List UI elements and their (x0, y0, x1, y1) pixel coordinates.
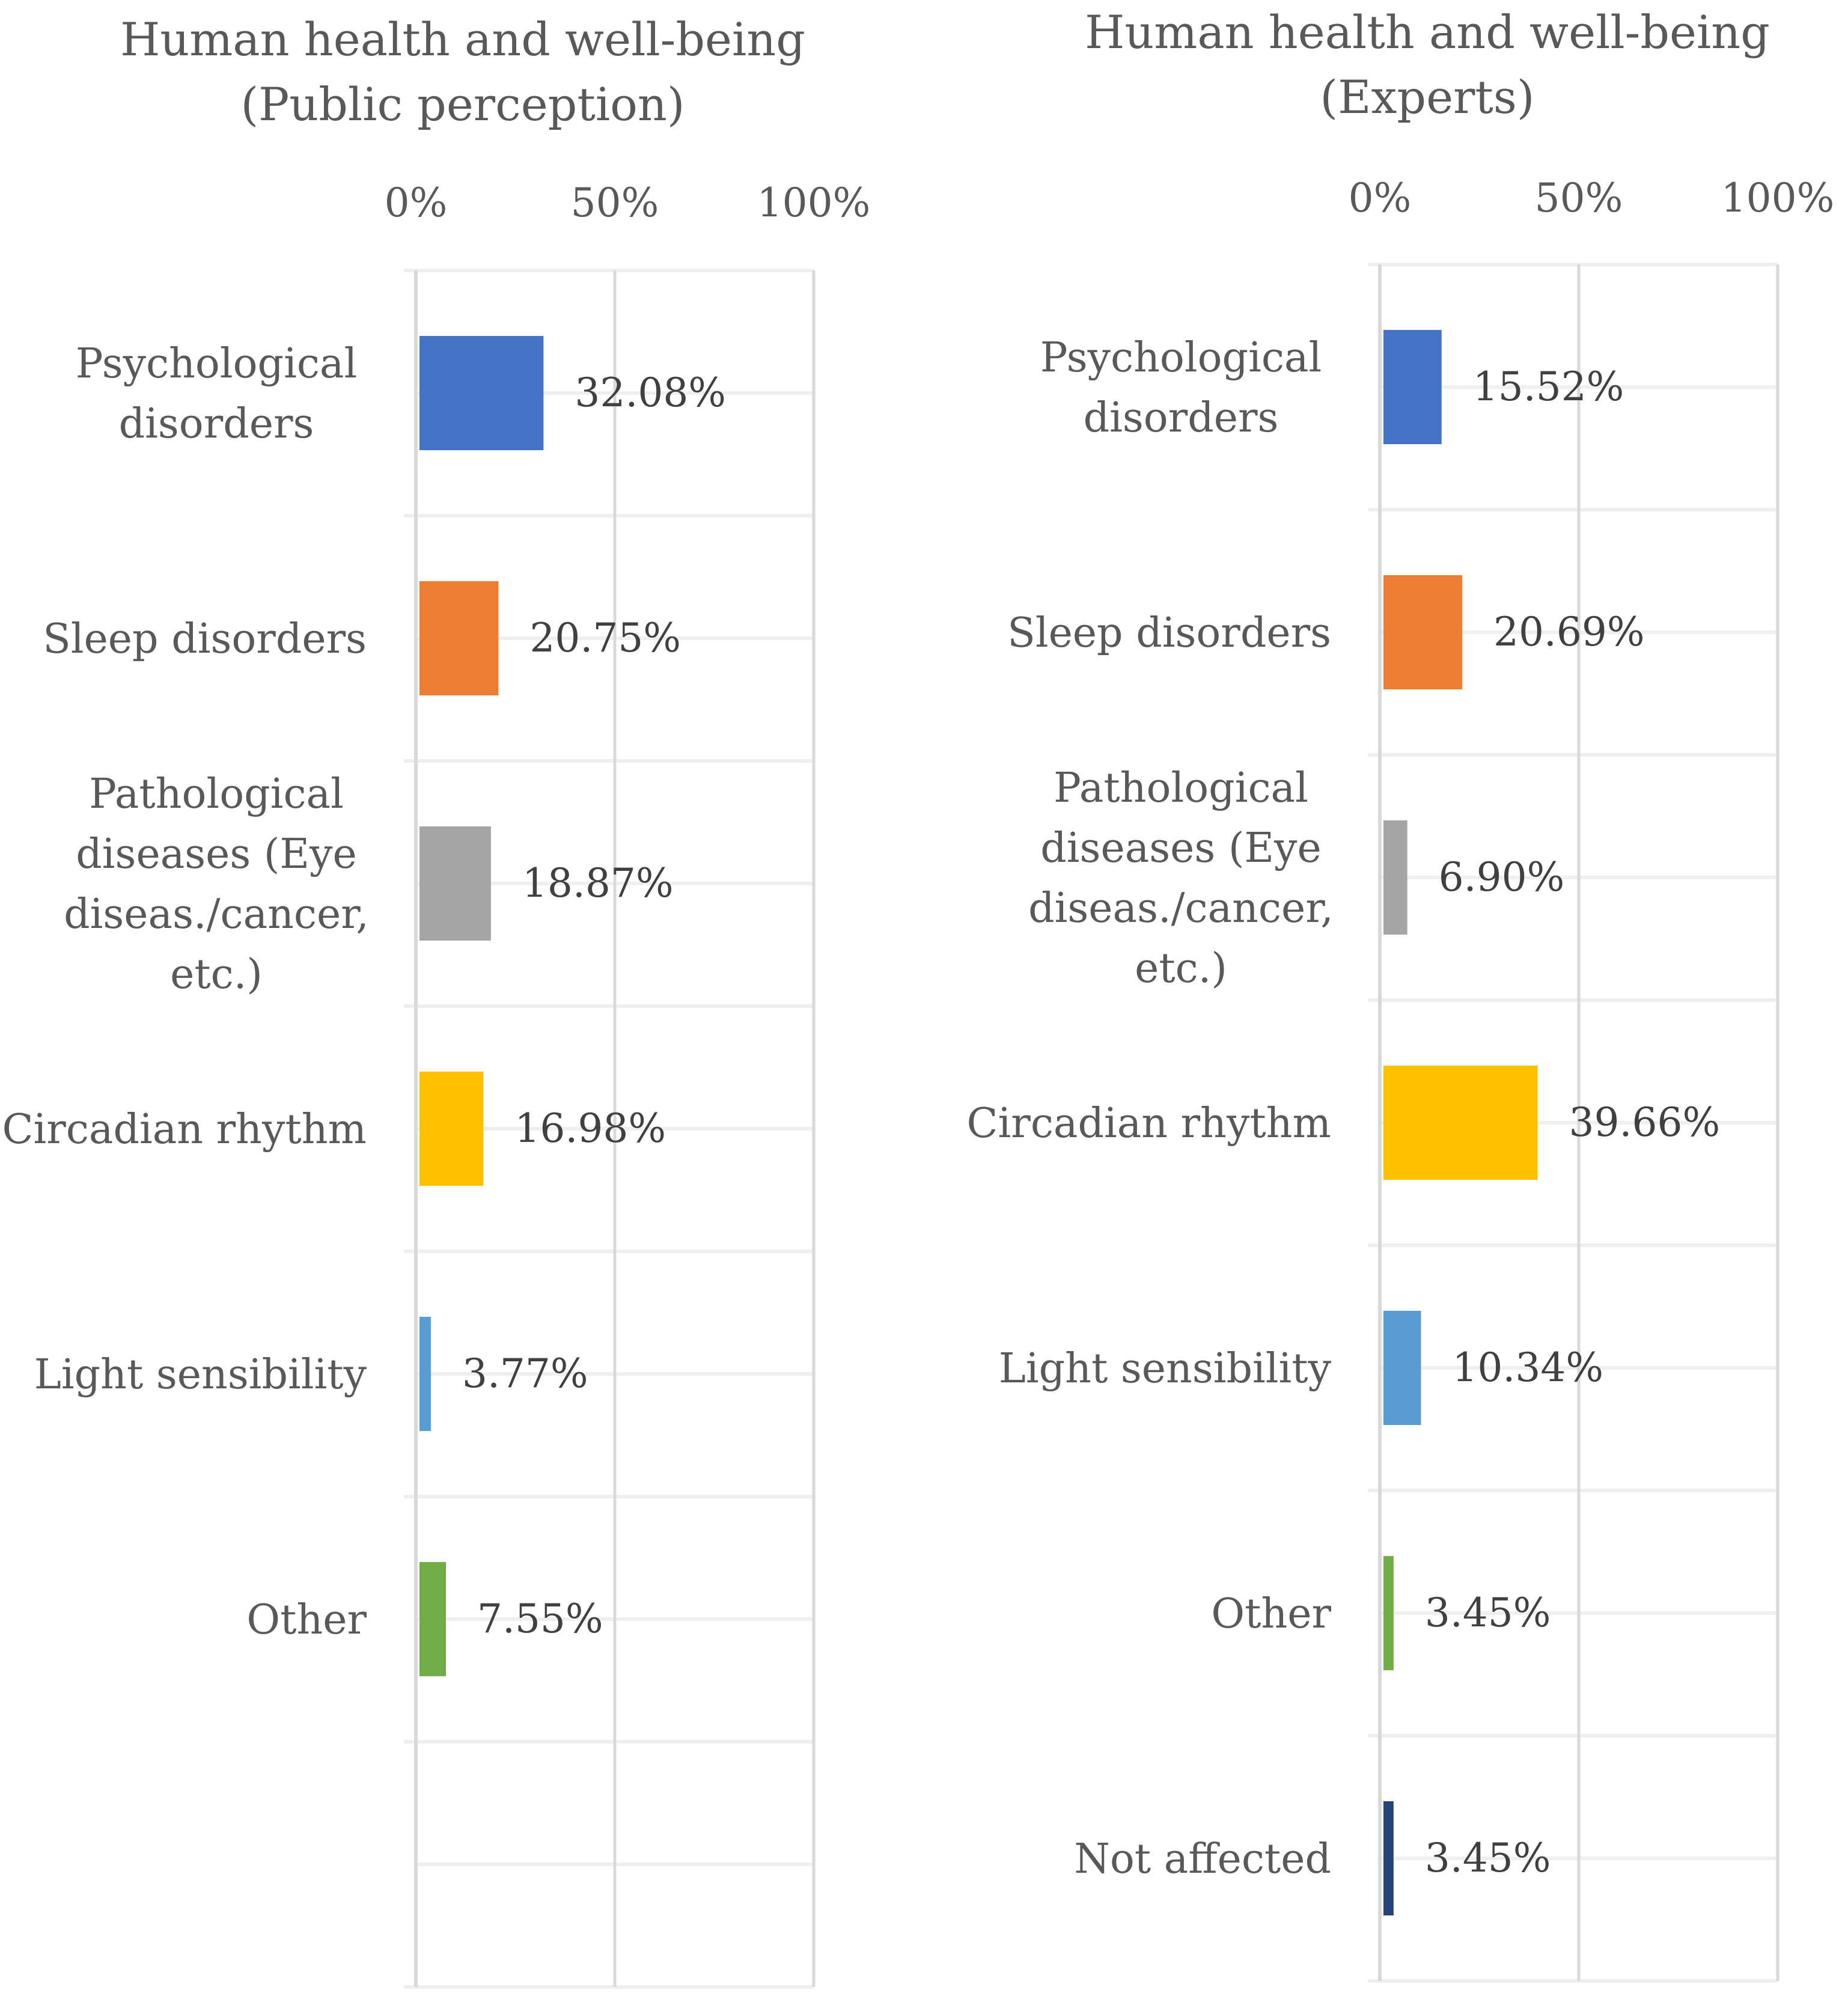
bar-value-label: 20.75% (529, 615, 681, 661)
bar-value-label: 15.52% (1473, 364, 1624, 410)
category-label: Circadian rhythm (2, 1106, 367, 1153)
bar (419, 1317, 431, 1431)
x-tick-label: 100% (757, 180, 871, 226)
category-label-line: diseas./cancer, (64, 891, 369, 938)
category-label-line: Psychological (76, 340, 357, 388)
x-tick-label: 50% (571, 180, 659, 226)
bar (419, 1072, 484, 1186)
category-label: Circadian rhythm (967, 1100, 1331, 1147)
bar (1383, 1801, 1394, 1915)
bar-value-label: 18.87% (522, 860, 674, 906)
bar (1383, 1311, 1421, 1425)
category-label-line: Other (246, 1596, 367, 1644)
category-label-line: Circadian rhythm (2, 1106, 367, 1153)
category-label-line: Pathological (1054, 764, 1308, 812)
bar-value-label: 3.77% (462, 1350, 588, 1397)
chart-title-line-1: Human health and well-being (1085, 5, 1770, 59)
category-label: Light sensibility (999, 1345, 1332, 1393)
bar-value-label: 16.98% (514, 1105, 666, 1152)
category-label: Not affected (1074, 1835, 1331, 1883)
bar-value-label: 3.45% (1425, 1590, 1551, 1636)
category-label-line: Sleep disorders (1007, 609, 1331, 657)
bar-value-label: 32.08% (575, 370, 726, 416)
category-label-line: Psychological (1040, 334, 1322, 382)
bar (1383, 1066, 1538, 1180)
bar (419, 826, 491, 941)
bar (1383, 575, 1462, 689)
x-tick-label: 50% (1535, 175, 1623, 221)
chart-panel-2: Human health and well-being (Experts) 0% 50… (967, 5, 1835, 1983)
bar (419, 581, 499, 695)
category-label-line: disorders (1084, 394, 1279, 442)
x-tick-label: 100% (1721, 175, 1835, 221)
chart-title-line-2: (Experts) (1320, 70, 1534, 124)
bar-value-label: 39.66% (1569, 1099, 1721, 1146)
category-label: Pathological diseases (Eye diseas./cancer,… (1028, 764, 1334, 992)
bar-value-label: 3.45% (1425, 1835, 1551, 1881)
category-label: Other (1211, 1590, 1331, 1638)
category-label: Psychological disorders (1040, 334, 1322, 442)
bar (1383, 1556, 1394, 1670)
bar-value-label: 10.34% (1452, 1344, 1603, 1391)
bar (419, 1562, 446, 1676)
bar-value-label: 20.69% (1493, 609, 1645, 655)
category-label: Pathological diseases (Eye diseas./cancer,… (64, 771, 369, 998)
category-label-line: Other (1211, 1590, 1331, 1638)
category-label: Psychological disorders (76, 340, 357, 448)
category-label-line: diseases (Eye (1040, 825, 1321, 872)
bar (1383, 820, 1407, 935)
category-label-line: Light sensibility (34, 1351, 367, 1399)
chart-panel-1: Human health and well-being (Public perce… (2, 13, 871, 1989)
category-label-line: Sleep disorders (43, 615, 367, 663)
category-label: Sleep disorders (1007, 609, 1331, 657)
category-label-line: Circadian rhythm (967, 1100, 1331, 1147)
category-label-line: Light sensibility (999, 1345, 1332, 1393)
chart-title-line-1: Human health and well-being (120, 13, 805, 66)
bar-value-label: 7.55% (477, 1596, 603, 1642)
category-label-line: Not affected (1074, 1835, 1331, 1883)
x-tick-label: 0% (1349, 175, 1412, 221)
x-tick-label: 0% (385, 180, 448, 226)
category-label: Light sensibility (34, 1351, 367, 1399)
category-label-line: Pathological (89, 771, 344, 818)
bar (419, 336, 544, 450)
category-label-line: diseas./cancer, (1028, 885, 1334, 932)
category-label: Sleep disorders (43, 615, 367, 663)
bar (1383, 330, 1442, 444)
bar-value-label: 6.90% (1439, 854, 1565, 900)
category-label-line: disorders (119, 400, 314, 448)
category-label: Other (246, 1596, 367, 1644)
chart-title-line-2: (Public perception) (240, 78, 685, 131)
category-label-line: diseases (Eye (76, 831, 356, 878)
category-label-line: etc.) (1135, 945, 1227, 992)
category-label-line: etc.) (170, 951, 263, 998)
